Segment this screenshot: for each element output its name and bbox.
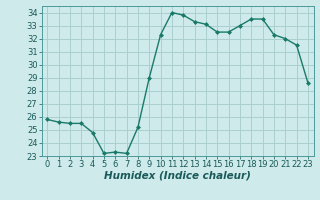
X-axis label: Humidex (Indice chaleur): Humidex (Indice chaleur): [104, 171, 251, 181]
